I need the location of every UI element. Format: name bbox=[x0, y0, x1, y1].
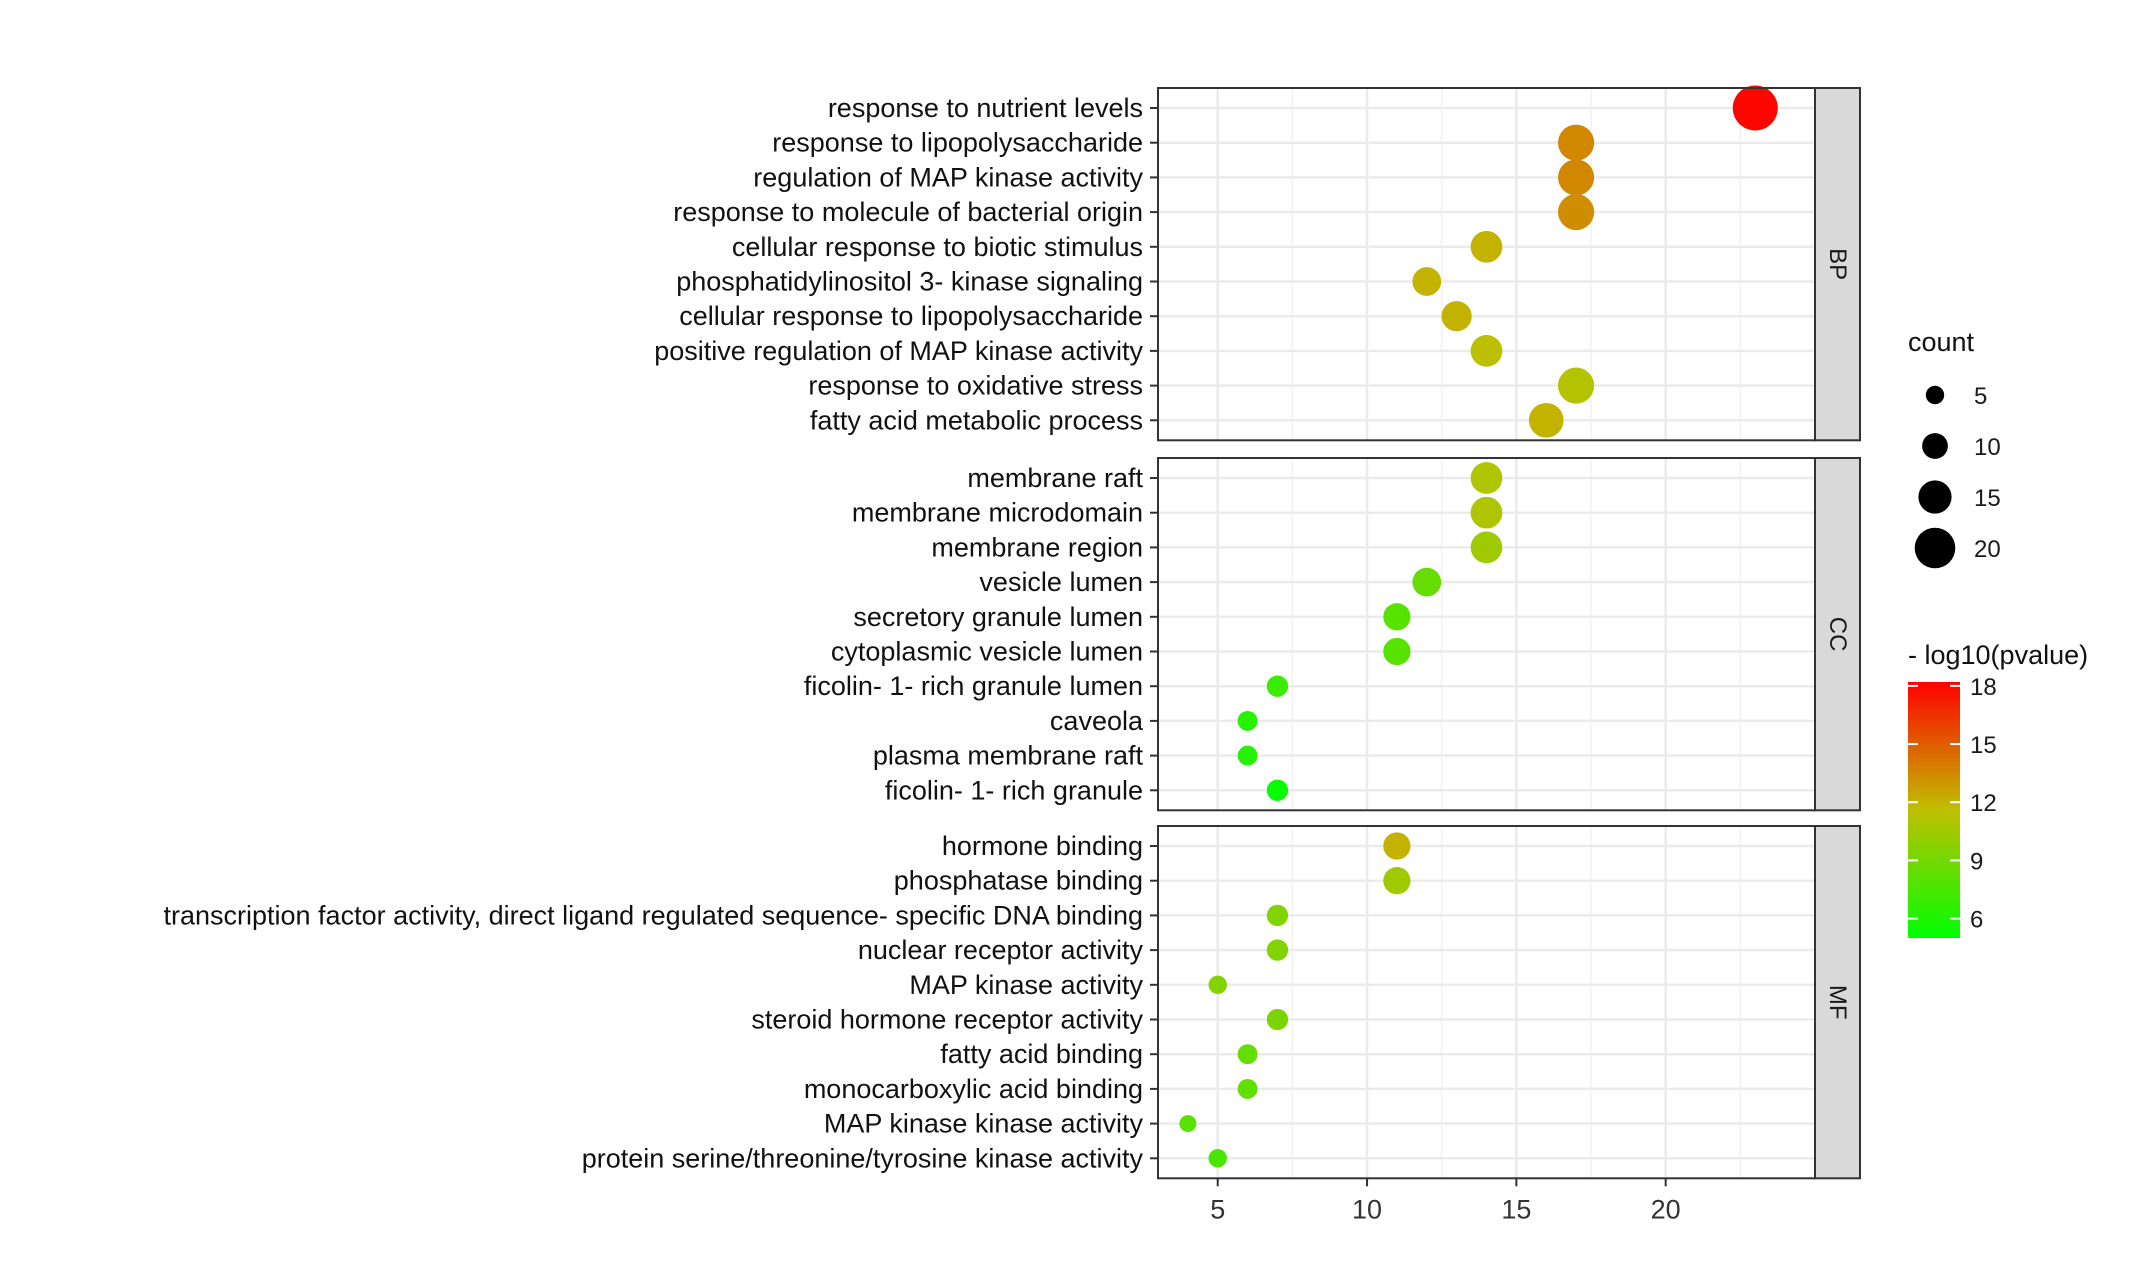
panel-bp: response to nutrient levels response to l… bbox=[654, 85, 1861, 442]
color-legend: - log10(pvalue) 6 9 12 15 18 bbox=[1908, 640, 2088, 938]
data-point bbox=[1470, 230, 1503, 263]
data-point bbox=[1208, 975, 1227, 994]
term-label: caveola bbox=[1050, 706, 1144, 736]
term-label: cytoplasmic vesicle lumen bbox=[831, 637, 1143, 667]
data-point bbox=[1470, 496, 1503, 529]
size-legend-label: 15 bbox=[1974, 485, 2001, 512]
color-legend-label: 18 bbox=[1970, 674, 1997, 701]
term-label: vesicle lumen bbox=[979, 567, 1143, 597]
color-legend-label: 12 bbox=[1970, 790, 1997, 817]
term-label: ficolin- 1- rich granule lumen bbox=[804, 671, 1143, 701]
data-point bbox=[1732, 85, 1778, 131]
term-label: fatty acid binding bbox=[940, 1039, 1143, 1069]
data-point bbox=[1558, 367, 1595, 404]
size-legend-label: 20 bbox=[1974, 536, 2001, 563]
data-point bbox=[1441, 301, 1472, 332]
facet-strip-label: MF bbox=[1824, 985, 1851, 1020]
x-tick-label: 5 bbox=[1210, 1194, 1225, 1224]
term-label: plasma membrane raft bbox=[873, 741, 1144, 771]
data-point bbox=[1237, 1078, 1258, 1099]
term-label: phosphatidylinositol 3- kinase signaling bbox=[676, 267, 1143, 297]
x-tick-label: 20 bbox=[1651, 1194, 1681, 1224]
size-legend-key bbox=[1918, 480, 1952, 514]
color-legend-bar bbox=[1908, 682, 1960, 938]
color-legend-title: - log10(pvalue) bbox=[1908, 640, 2088, 670]
term-label: monocarboxylic acid binding bbox=[804, 1074, 1143, 1104]
facet-panels: response to nutrient levels response to l… bbox=[163, 85, 1861, 1180]
color-legend-label: 15 bbox=[1970, 732, 1997, 759]
term-label: response to oxidative stress bbox=[808, 371, 1143, 401]
panel-mf: hormone binding phosphatase binding transc… bbox=[163, 825, 1861, 1180]
data-point bbox=[1412, 267, 1442, 296]
data-point bbox=[1266, 675, 1289, 697]
data-point bbox=[1237, 710, 1258, 731]
size-legend-label: 5 bbox=[1974, 383, 1987, 410]
data-point bbox=[1383, 637, 1411, 666]
term-label: transcription factor activity, direct li… bbox=[163, 900, 1143, 930]
x-tick-label: 10 bbox=[1352, 1194, 1382, 1224]
term-label: positive regulation of MAP kinase activi… bbox=[654, 336, 1143, 366]
term-label: steroid hormone receptor activity bbox=[751, 1005, 1143, 1035]
term-label: secretory granule lumen bbox=[853, 602, 1143, 632]
term-label: regulation of MAP kinase activity bbox=[753, 162, 1143, 192]
term-label: protein serine/threonine/tyrosine kinase… bbox=[582, 1143, 1144, 1173]
color-legend-label: 9 bbox=[1970, 848, 1983, 875]
data-point bbox=[1237, 745, 1258, 766]
data-point bbox=[1558, 159, 1595, 196]
term-label: phosphatase binding bbox=[894, 866, 1143, 896]
data-point bbox=[1266, 904, 1289, 927]
data-point bbox=[1558, 194, 1595, 231]
data-point bbox=[1266, 1008, 1289, 1031]
x-axis: 5 10 15 20 bbox=[1210, 1178, 1681, 1224]
term-label: response to molecule of bacterial origin bbox=[673, 197, 1143, 227]
facet-strip-label: CC bbox=[1824, 617, 1851, 652]
term-label: membrane microdomain bbox=[852, 498, 1143, 528]
size-legend-key bbox=[1925, 385, 1945, 405]
term-label: response to nutrient levels bbox=[828, 93, 1143, 123]
data-point bbox=[1470, 462, 1503, 494]
term-label: cellular response to lipopolysaccharide bbox=[679, 301, 1143, 331]
data-point bbox=[1383, 832, 1411, 860]
term-label: MAP kinase kinase activity bbox=[824, 1109, 1144, 1139]
data-point bbox=[1470, 531, 1503, 564]
data-point bbox=[1528, 402, 1564, 438]
size-legend-key bbox=[1914, 527, 1956, 569]
data-point bbox=[1266, 939, 1289, 961]
size-legend-label: 10 bbox=[1974, 434, 2001, 461]
term-label: fatty acid metabolic process bbox=[810, 405, 1143, 435]
data-point bbox=[1266, 779, 1289, 801]
term-label: ficolin- 1- rich granule bbox=[885, 775, 1143, 805]
data-point bbox=[1237, 1044, 1258, 1065]
term-label: hormone binding bbox=[942, 831, 1143, 861]
data-point bbox=[1179, 1115, 1197, 1133]
data-point bbox=[1412, 567, 1442, 597]
term-label: MAP kinase activity bbox=[909, 970, 1143, 1000]
data-point bbox=[1383, 867, 1411, 895]
panel-cc: membrane raft membrane microdomain membran… bbox=[804, 457, 1861, 812]
facet-strip-label: BP bbox=[1824, 248, 1851, 280]
data-point bbox=[1558, 124, 1595, 161]
x-tick-label: 15 bbox=[1501, 1194, 1531, 1224]
facet-strip bbox=[1814, 825, 1861, 1180]
term-label: nuclear receptor activity bbox=[858, 935, 1144, 965]
term-label: response to lipopolysaccharide bbox=[772, 128, 1143, 158]
facet-strip bbox=[1814, 87, 1861, 442]
color-legend-label: 6 bbox=[1970, 907, 1983, 934]
facet-strip bbox=[1814, 457, 1861, 812]
size-legend: count 5 10 15 20 bbox=[1908, 327, 2001, 569]
data-point bbox=[1383, 603, 1411, 631]
term-label: cellular response to biotic stimulus bbox=[732, 232, 1143, 262]
term-label: membrane raft bbox=[967, 463, 1143, 493]
panel-background bbox=[1158, 826, 1815, 1179]
term-label: membrane region bbox=[931, 532, 1143, 562]
panel-background bbox=[1158, 88, 1815, 441]
data-point bbox=[1470, 335, 1503, 367]
size-legend-key bbox=[1922, 433, 1948, 459]
size-legend-title: count bbox=[1908, 327, 1975, 357]
data-point bbox=[1208, 1149, 1227, 1168]
